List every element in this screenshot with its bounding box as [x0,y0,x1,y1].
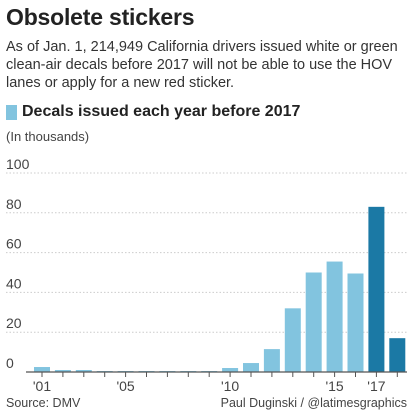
y-tick-label: 40 [6,275,22,291]
bar [347,273,364,372]
bar [222,368,239,372]
bar [284,308,301,372]
bar [243,363,259,372]
y-axis-unit-label: (In thousands) [6,129,90,144]
y-tick-label: 80 [6,196,22,212]
legend: Decals issued each year before 2017 [6,103,300,121]
y-tick-label: 0 [6,355,14,371]
y-tick-label: 60 [6,236,22,252]
bar [54,370,71,372]
source-note: Source: DMV [6,396,81,410]
bar [305,272,322,372]
legend-swatch [6,104,17,120]
y-tick-label: 20 [6,315,22,331]
y-tick-label: 100 [6,156,30,172]
bar [389,338,406,372]
chart-subtitle: As of Jan. 1, 214,949 California drivers… [6,39,398,91]
chart-title: Obsolete stickers [6,4,195,30]
x-tick-label: '15 [325,378,343,394]
credit-note: Paul Duginski / @latimesgraphics [220,396,407,410]
bar [368,206,385,372]
bar [75,370,92,372]
x-tick-label: '01 [33,378,51,394]
legend-label: Decals issued each year before 2017 [22,103,301,120]
bar-chart: 0 20 40 60 80 100 '01 '05 '10 '15 '17 [6,156,407,394]
x-tick-label: '10 [221,378,239,394]
bar [263,349,280,372]
bar [34,367,50,372]
x-tick-label: '05 [116,378,134,394]
x-tick-label: '17 [367,378,385,394]
bar [326,261,343,372]
